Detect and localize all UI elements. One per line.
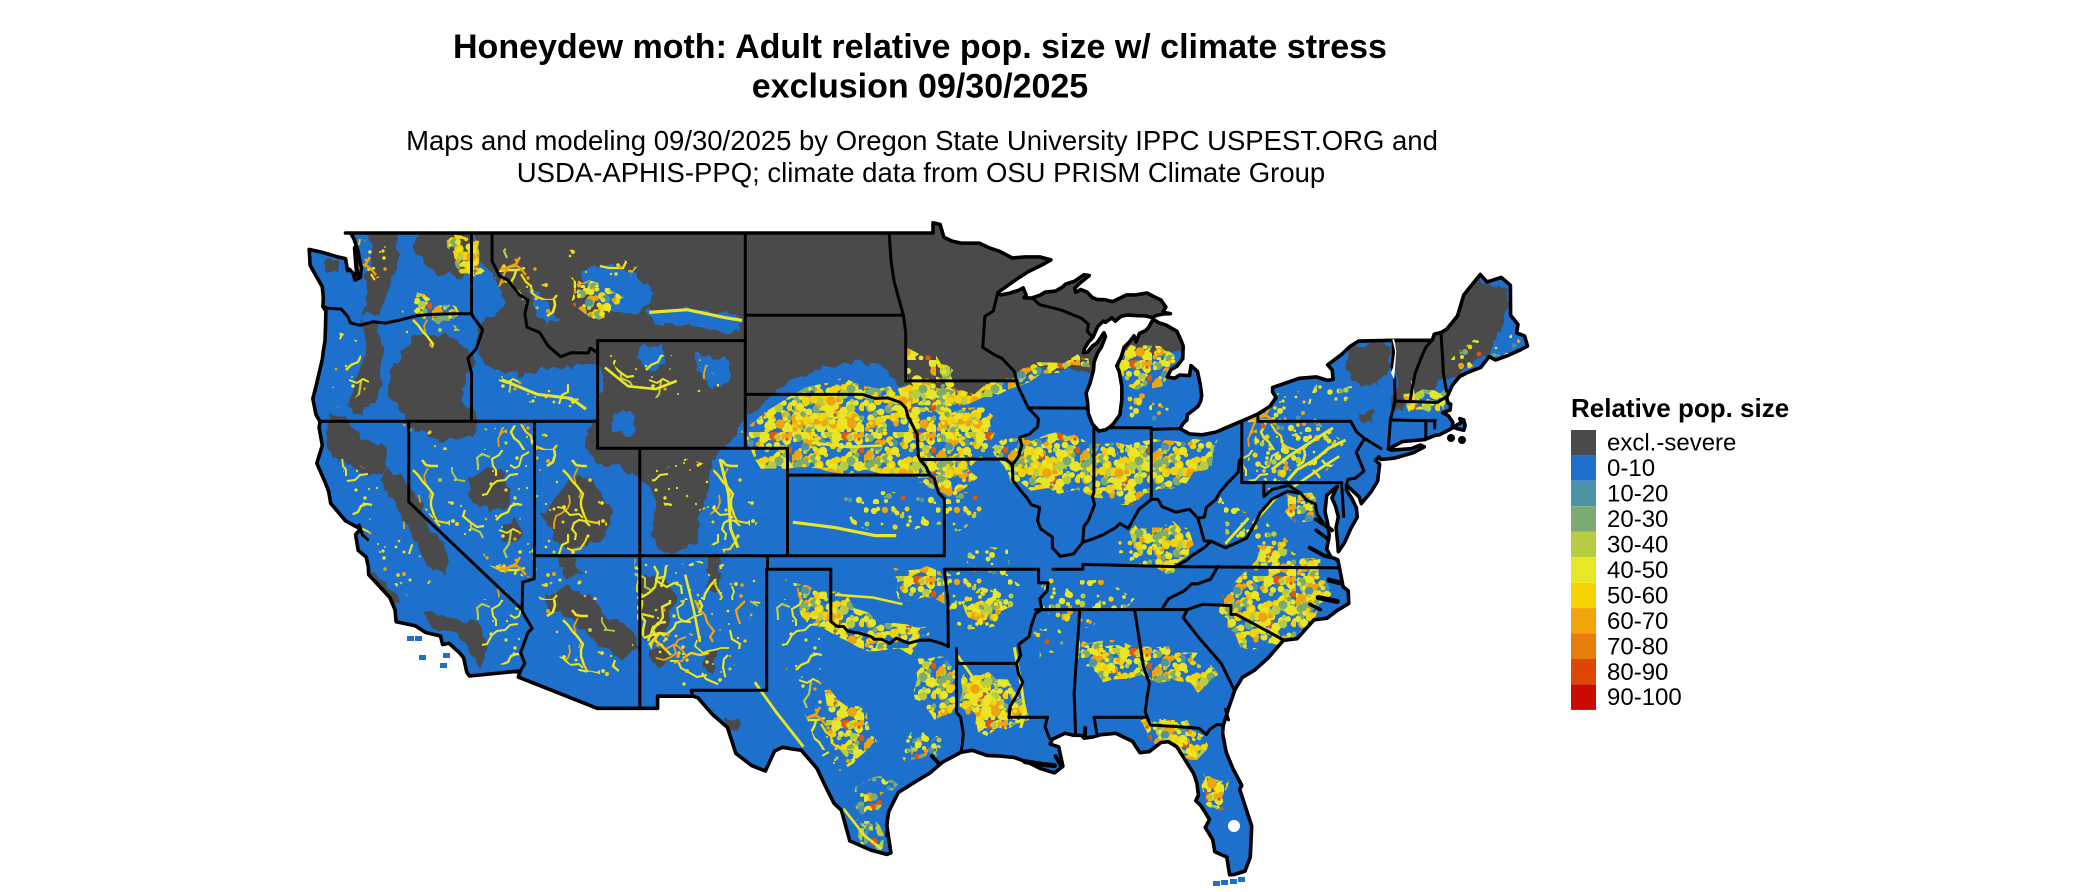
svg-text:80-90: 80-90 [1607,659,1668,686]
svg-text:70-80: 70-80 [1607,633,1668,660]
svg-text:exclusion 09/30/2025: exclusion 09/30/2025 [752,68,1088,106]
svg-text:0-10: 0-10 [1607,455,1655,482]
svg-text:Relative pop. size: Relative pop. size [1571,393,1789,423]
svg-text:40-50: 40-50 [1607,557,1668,584]
svg-text:50-60: 50-60 [1607,582,1668,609]
svg-text:Maps and modeling 09/30/2025 b: Maps and modeling 09/30/2025 by Oregon S… [406,125,1438,156]
svg-text:20-30: 20-30 [1607,506,1668,533]
svg-text:USDA-APHIS-PPQ; climate data f: USDA-APHIS-PPQ; climate data from OSU PR… [517,157,1325,188]
svg-text:30-40: 30-40 [1607,532,1668,559]
svg-text:90-100: 90-100 [1607,684,1682,711]
svg-text:Honeydew moth: Adult relative: Honeydew moth: Adult relative pop. size … [453,28,1387,66]
svg-text:excl.-severe: excl.-severe [1607,430,1736,457]
svg-text:10-20: 10-20 [1607,481,1668,508]
svg-text:60-70: 60-70 [1607,608,1668,635]
